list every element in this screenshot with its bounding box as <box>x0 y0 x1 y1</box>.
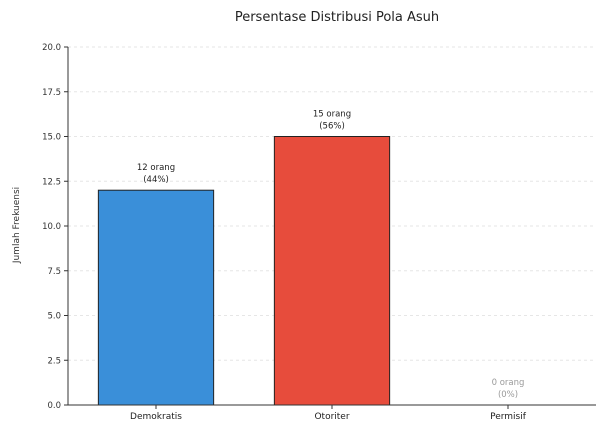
bars <box>97 136 391 406</box>
y-tick-label: 2.5 <box>47 356 61 366</box>
y-tick-label: 0.0 <box>47 401 61 411</box>
data-label: 0 orang <box>492 378 525 388</box>
data-labels: 12 orang (44%) 15 orang (56%) 0 orang (0%) <box>137 110 525 401</box>
data-label: 12 orang <box>137 163 175 173</box>
x-tick-label: Otoriter <box>314 412 349 422</box>
data-label: (0%) <box>498 390 518 400</box>
bar-otoriter <box>273 136 391 406</box>
data-label: (56%) <box>319 122 345 132</box>
data-label: 15 orang <box>313 110 351 120</box>
y-tick-label: 15.0 <box>42 133 61 143</box>
x-tick-label: Demokratis <box>130 412 182 422</box>
y-tick-label: 5.0 <box>47 312 61 322</box>
y-tick-label: 7.5 <box>47 267 61 277</box>
y-tick-label: 10.0 <box>42 222 61 232</box>
data-label: (44%) <box>143 175 169 185</box>
axes: 0.0 2.5 5.0 7.5 10.0 12.5 15.0 17.5 20.0 Demokrat… <box>42 43 596 422</box>
x-tick-label: Permisif <box>490 412 527 422</box>
y-axis-label: Jumlah Frekuensi <box>12 187 22 264</box>
y-tick-label: 17.5 <box>42 88 61 98</box>
y-tick-label: 20.0 <box>42 43 61 53</box>
bar-demokratis <box>97 189 215 406</box>
y-tick-label: 12.5 <box>42 177 61 187</box>
chart-title: Persentase Distribusi Pola Asuh <box>235 10 439 25</box>
